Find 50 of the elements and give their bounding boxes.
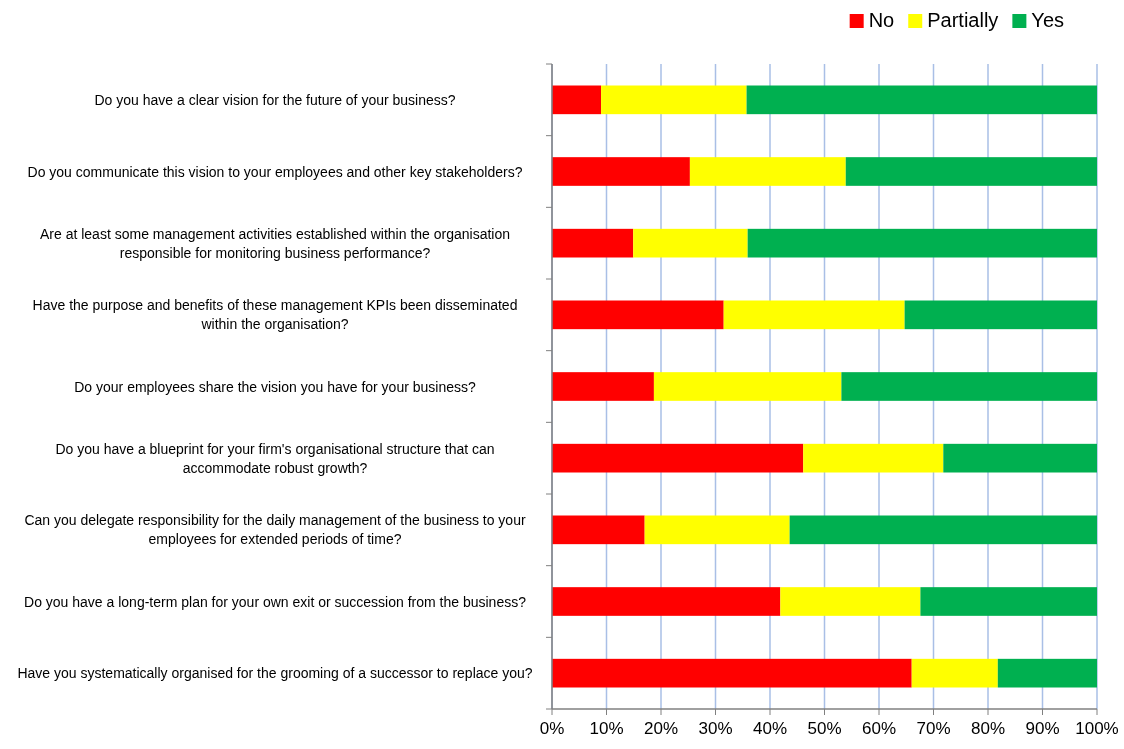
legend-label: No: [868, 9, 895, 31]
bar: [746, 85, 1097, 115]
x-tick-label: 20%: [643, 719, 679, 738]
bar: [943, 443, 1097, 473]
x-tick-label: 70%: [916, 719, 951, 738]
bar: [552, 443, 804, 473]
bar: [689, 157, 846, 186]
bar: [653, 372, 842, 401]
bar: [904, 300, 1097, 330]
x-tick-label: 40%: [752, 719, 788, 738]
legend-label: Yes: [1031, 9, 1065, 31]
bar: [552, 157, 690, 186]
bar: [644, 515, 790, 545]
y-tick-label: Do you have a long-term plan for your own exit or succession from the business?: [24, 593, 527, 610]
bar: [552, 85, 602, 115]
bar: [552, 300, 724, 330]
bar: [552, 587, 781, 616]
bar: [780, 587, 921, 616]
x-tick-label: 10%: [589, 719, 624, 738]
bar: [845, 157, 1097, 186]
bar: [723, 300, 905, 330]
y-tick-label: Do your employees share the vision you have for your business?: [74, 378, 476, 395]
bar: [997, 658, 1097, 688]
bar: [601, 85, 747, 115]
x-tick-label: 100%: [1075, 719, 1119, 738]
y-tick-label: Are at least some management activities established within the organisation responsible for monitoring business performance?: [39, 225, 511, 261]
x-tick-label: 60%: [861, 719, 897, 738]
bar: [911, 658, 998, 688]
x-tick-label: 80%: [970, 719, 1006, 738]
y-tick-label: Do you have a clear vision for the future of your business?: [94, 91, 456, 108]
x-tick-label: 90%: [1025, 719, 1060, 738]
y-tick-label: Have you systematically organised for the grooming of a successor to replace you?: [17, 665, 533, 682]
bar: [633, 228, 748, 258]
x-tick-label: 50%: [807, 719, 842, 738]
bar: [747, 228, 1097, 258]
bar: [803, 443, 944, 473]
bar: [841, 372, 1097, 401]
bar: [552, 372, 654, 401]
y-tick-label: Have the purpose and benefits of these management KPIs been disseminated within the organisation?: [32, 297, 518, 333]
bar: [552, 658, 912, 688]
y-tick-label: Do you have a blueprint for your firm's organisational structure that can accommodate robust growth?: [55, 440, 495, 476]
y-tick-label: Can you delegate responsibility for the daily management of the business to your employees for extended periods of time?: [24, 512, 526, 548]
x-tick-label: 0%: [539, 719, 565, 738]
legend-label: Partially: [927, 9, 999, 31]
bar: [789, 515, 1097, 545]
bar: [920, 587, 1097, 616]
x-tick-label: 30%: [698, 719, 733, 738]
bar: [552, 228, 634, 258]
bar: [552, 515, 645, 545]
y-tick-label: Do you communicate this vision to your employees and other key stakeholders?: [27, 163, 523, 180]
